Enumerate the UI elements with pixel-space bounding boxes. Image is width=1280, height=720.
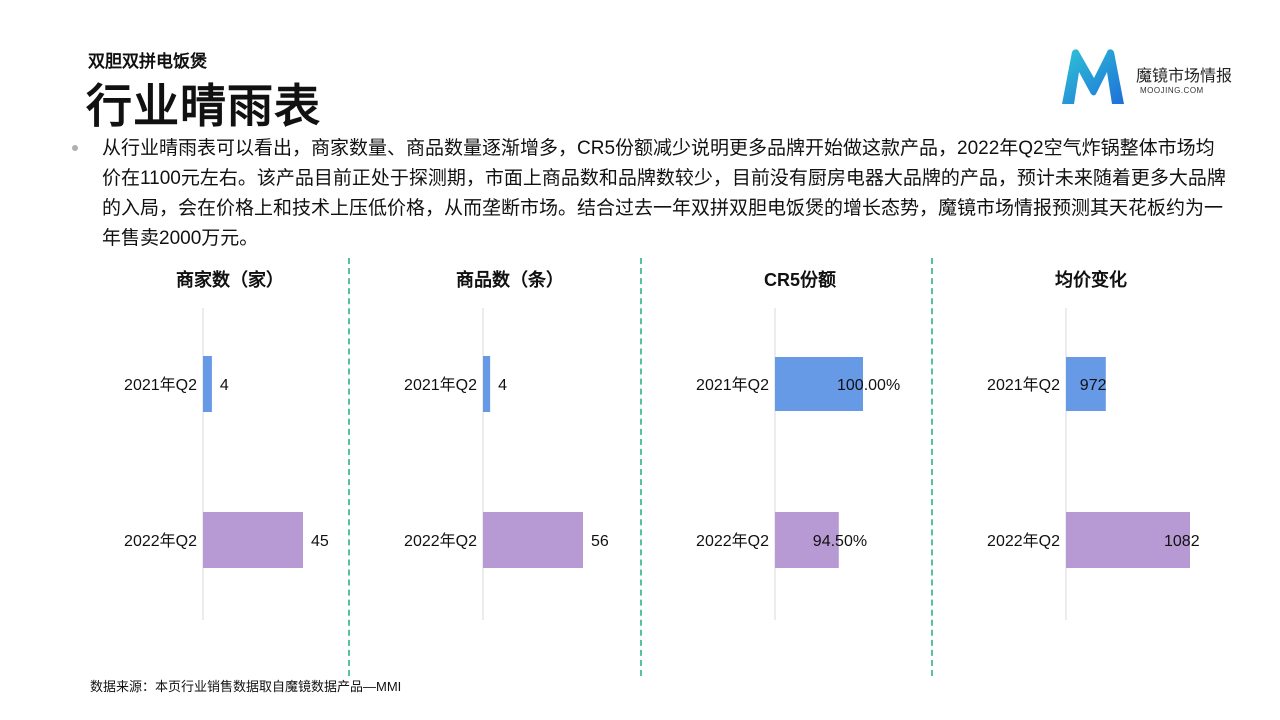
bar-2022q2 bbox=[203, 512, 303, 568]
bar-2021q2 bbox=[483, 356, 491, 412]
chart-title: 均价变化 bbox=[1055, 270, 1127, 290]
chart-panel-merchants: 商家数（家） 2021年Q2 4 2022年Q2 45 bbox=[85, 260, 375, 640]
moojing-logo: 魔镜市场情报 MOOJING.COM bbox=[1058, 48, 1258, 106]
panel-divider bbox=[931, 258, 933, 676]
data-label: 972 bbox=[1080, 377, 1107, 394]
data-label: 94.50% bbox=[813, 533, 867, 550]
data-label: 100.00% bbox=[837, 377, 900, 394]
chart-title: 商品数（条） bbox=[456, 270, 564, 290]
description-text: 从行业晴雨表可以看出，商家数量、商品数量逐渐增多，CR5份额减少说明更多品牌开始… bbox=[102, 138, 1226, 249]
panel-divider bbox=[348, 258, 350, 676]
panel-divider bbox=[640, 258, 642, 676]
category-label: 2021年Q2 bbox=[987, 376, 1060, 394]
chart-cr5: 2021年Q2 100.00% 2022年Q2 94.50% bbox=[696, 308, 900, 620]
data-label: 56 bbox=[591, 533, 609, 550]
bar-2021q2 bbox=[1066, 357, 1106, 411]
logo-sub: MOOJING.COM bbox=[1140, 86, 1204, 95]
category-label: 2021年Q2 bbox=[124, 376, 197, 394]
data-label: 45 bbox=[311, 533, 329, 550]
logo-name: 魔镜市场情报 bbox=[1136, 68, 1233, 85]
category-label: 2021年Q2 bbox=[696, 376, 769, 394]
category-label: 2022年Q2 bbox=[987, 532, 1060, 550]
bar-2022q2 bbox=[775, 512, 839, 568]
chart-merchants: 2021年Q2 4 2022年Q2 45 bbox=[124, 308, 329, 620]
bar-2021q2 bbox=[775, 357, 863, 411]
chart-price: 2021年Q2 972 2022年Q2 1082 bbox=[987, 308, 1200, 620]
chart-title: 商家数（家） bbox=[176, 270, 284, 290]
chart-panel-price: 均价变化 2021年Q2 972 2022年Q2 1082 bbox=[946, 260, 1236, 640]
bar-2022q2 bbox=[483, 512, 583, 568]
page-title: 行业晴雨表 bbox=[86, 80, 321, 132]
page-subtitle: 双胆双拼电饭煲 bbox=[88, 52, 207, 71]
category-label: 2022年Q2 bbox=[696, 532, 769, 550]
data-label: 4 bbox=[220, 377, 229, 394]
chart-panel-products: 商品数（条） 2021年Q2 4 2022年Q2 56 bbox=[365, 260, 655, 640]
chart-panel-cr5: CR5份额 2021年Q2 100.00% 2022年Q2 94.50% bbox=[655, 260, 945, 640]
chart-title: CR5份额 bbox=[763, 270, 836, 290]
bar-2021q2 bbox=[203, 356, 212, 412]
data-source-note: 数据来源：本页行业销售数据取自魔镜数据产品—MMI bbox=[90, 679, 402, 694]
data-label: 1082 bbox=[1164, 533, 1200, 550]
category-label: 2022年Q2 bbox=[404, 532, 477, 550]
moojing-m-icon bbox=[1062, 49, 1124, 104]
category-label: 2022年Q2 bbox=[124, 532, 197, 550]
bullet-dot bbox=[72, 145, 78, 151]
chart-products: 2021年Q2 4 2022年Q2 56 bbox=[404, 308, 609, 620]
data-label: 4 bbox=[498, 377, 507, 394]
category-label: 2021年Q2 bbox=[404, 376, 477, 394]
bar-2022q2 bbox=[1066, 512, 1190, 568]
